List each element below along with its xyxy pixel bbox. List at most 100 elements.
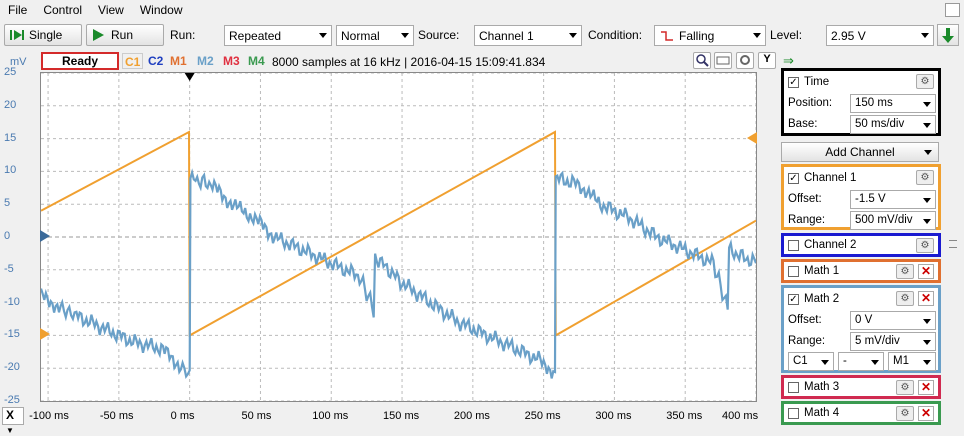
close-icon[interactable]: ✕ — [918, 380, 934, 395]
gear-icon[interactable]: ⚙ — [916, 74, 934, 89]
gear-icon[interactable]: ⚙ — [916, 170, 934, 185]
y-tick-label: 10 — [4, 164, 17, 177]
chevron-down-icon — [923, 360, 931, 365]
base-select[interactable]: 50 ms/div — [850, 115, 936, 134]
math2-operand-a-value: C1 — [793, 355, 808, 367]
math3-checkbox[interactable] — [788, 382, 799, 393]
channel2-panel: Channel 2 ⚙ — [781, 233, 941, 257]
tag-c1[interactable]: C1 — [122, 53, 144, 69]
trigger-marker-icon — [184, 73, 195, 81]
menu-file[interactable]: File — [8, 3, 28, 17]
channel1-offset-select[interactable]: -1.5 V — [850, 190, 936, 209]
run-mode-select[interactable]: Repeated — [224, 25, 332, 46]
sidebar-scrollbar[interactable] — [944, 68, 962, 424]
c1-offset-marker-icon[interactable] — [40, 328, 50, 341]
x-tick-label: 100 ms — [312, 410, 349, 422]
close-icon[interactable]: ✕ — [918, 406, 934, 421]
math2-panel: ✓ Math 2 ⚙ ✕ Offset: 0 V Range: 5 mV/div… — [781, 285, 941, 373]
time-panel: ✓ Time ⚙ Position: 150 ms Base: 50 ms/di… — [781, 68, 941, 136]
menu-view[interactable]: View — [98, 3, 124, 17]
chevron-down-icon — [923, 102, 931, 107]
y-tick-label: -25 — [4, 394, 20, 406]
math2-operator-select[interactable]: - — [838, 352, 884, 371]
trigger-source-select[interactable]: Channel 1 — [474, 25, 582, 46]
tag-m1[interactable]: M1 — [170, 54, 187, 68]
math2-operand-b-select[interactable]: M1 — [888, 352, 936, 371]
tag-c2[interactable]: C2 — [148, 54, 164, 68]
tag-m4[interactable]: M4 — [248, 54, 265, 68]
run-button[interactable]: Run — [86, 24, 164, 46]
channel1-panel: ✓ Channel 1 ⚙ Offset: -1.5 V Range: 500 … — [781, 164, 941, 230]
x-axis-button[interactable]: X ▼ — [2, 407, 24, 435]
channel2-label: Channel 2 — [804, 239, 857, 251]
chevron-down-icon — [821, 360, 829, 365]
waveform-chart — [39, 72, 758, 402]
tag-m2[interactable]: M2 — [197, 54, 214, 68]
y-tick-label: 5 — [4, 197, 11, 210]
math2-checkbox[interactable]: ✓ — [788, 294, 799, 305]
close-icon[interactable]: ✕ — [918, 291, 934, 306]
math2-operand-b-value: M1 — [893, 355, 909, 367]
zoom-icon[interactable] — [693, 52, 711, 69]
c1-trigger-level-marker-icon[interactable] — [747, 131, 757, 144]
chevron-down-icon — [921, 33, 929, 38]
status-row: Ready C1 C2 M1 M2 M3 M4 8000 samples at … — [0, 51, 780, 71]
x-tick-label: 250 ms — [524, 410, 561, 422]
trigger-level-input[interactable]: 2.95 V — [826, 25, 934, 46]
window-restore-button[interactable] — [945, 3, 960, 17]
channel1-range-select[interactable]: 500 mV/div — [850, 211, 936, 230]
gear-icon[interactable]: ⚙ — [896, 406, 914, 421]
apply-level-button[interactable] — [937, 24, 959, 46]
gear-icon[interactable]: ⚙ — [896, 291, 914, 306]
channel1-checkbox[interactable]: ✓ — [788, 173, 799, 184]
close-icon[interactable]: ✕ — [918, 264, 934, 279]
y-axis-button[interactable]: Y — [758, 52, 776, 69]
y-tick-label: 15 — [4, 131, 17, 144]
settings-icon[interactable] — [736, 52, 754, 69]
gear-icon[interactable]: ⚙ — [896, 380, 914, 395]
acquisition-mode-select[interactable]: Normal — [336, 25, 414, 46]
math2-offset-caption: Offset: — [788, 314, 822, 326]
math1-label: Math 1 — [804, 265, 840, 277]
menu-control[interactable]: Control — [43, 3, 83, 17]
x-tick-label: -50 ms — [99, 410, 134, 422]
channel1-range-caption: Range: — [788, 214, 826, 226]
gear-icon[interactable]: ⚙ — [896, 264, 914, 279]
trigger-condition-value: Falling — [679, 28, 715, 43]
run-caption: Run: — [170, 28, 196, 42]
math4-panel: Math 4 ⚙ ✕ — [781, 401, 941, 425]
level-caption: Level: — [770, 28, 803, 42]
arrow-right-icon[interactable]: ⇒ — [783, 53, 794, 68]
time-checkbox[interactable]: ✓ — [788, 77, 799, 88]
y-tick-label: -5 — [4, 262, 14, 275]
status-badge: Ready — [41, 52, 119, 70]
math2-range-value: 5 mV/div — [855, 335, 900, 347]
single-button[interactable]: Single — [4, 24, 82, 46]
add-channel-button[interactable]: Add Channel — [781, 142, 939, 162]
math4-checkbox[interactable] — [788, 408, 799, 419]
splitter-grip-icon — [949, 240, 957, 248]
run-button-label: Run — [111, 28, 134, 42]
menu-window[interactable]: Window — [139, 3, 183, 17]
chevron-down-icon — [871, 360, 879, 365]
chevron-down-icon — [569, 33, 577, 38]
trigger-condition-select[interactable]: Falling — [654, 25, 766, 46]
math2-offset-select[interactable]: 0 V — [850, 311, 936, 330]
channel2-checkbox[interactable] — [788, 240, 799, 251]
math1-checkbox[interactable] — [788, 266, 799, 277]
gear-icon[interactable]: ⚙ — [916, 238, 934, 253]
math2-operand-a-select[interactable]: C1 — [788, 352, 834, 371]
add-channel-label: Add Channel — [825, 145, 895, 159]
math2-operator-value: - — [843, 355, 847, 367]
menu-bar: File Control View Window — [0, 0, 964, 20]
m2-offset-marker-icon[interactable] — [40, 230, 50, 242]
math2-range-select[interactable]: 5 mV/div — [850, 332, 936, 351]
y-tick-label: -10 — [4, 295, 20, 308]
base-caption: Base: — [788, 118, 818, 130]
position-select[interactable]: 150 ms — [850, 94, 936, 113]
math2-label: Math 2 — [804, 293, 840, 305]
chevron-down-icon — [923, 123, 931, 128]
tag-m3[interactable]: M3 — [223, 54, 240, 68]
plot-area[interactable] — [39, 72, 758, 402]
fit-icon[interactable] — [714, 52, 732, 69]
